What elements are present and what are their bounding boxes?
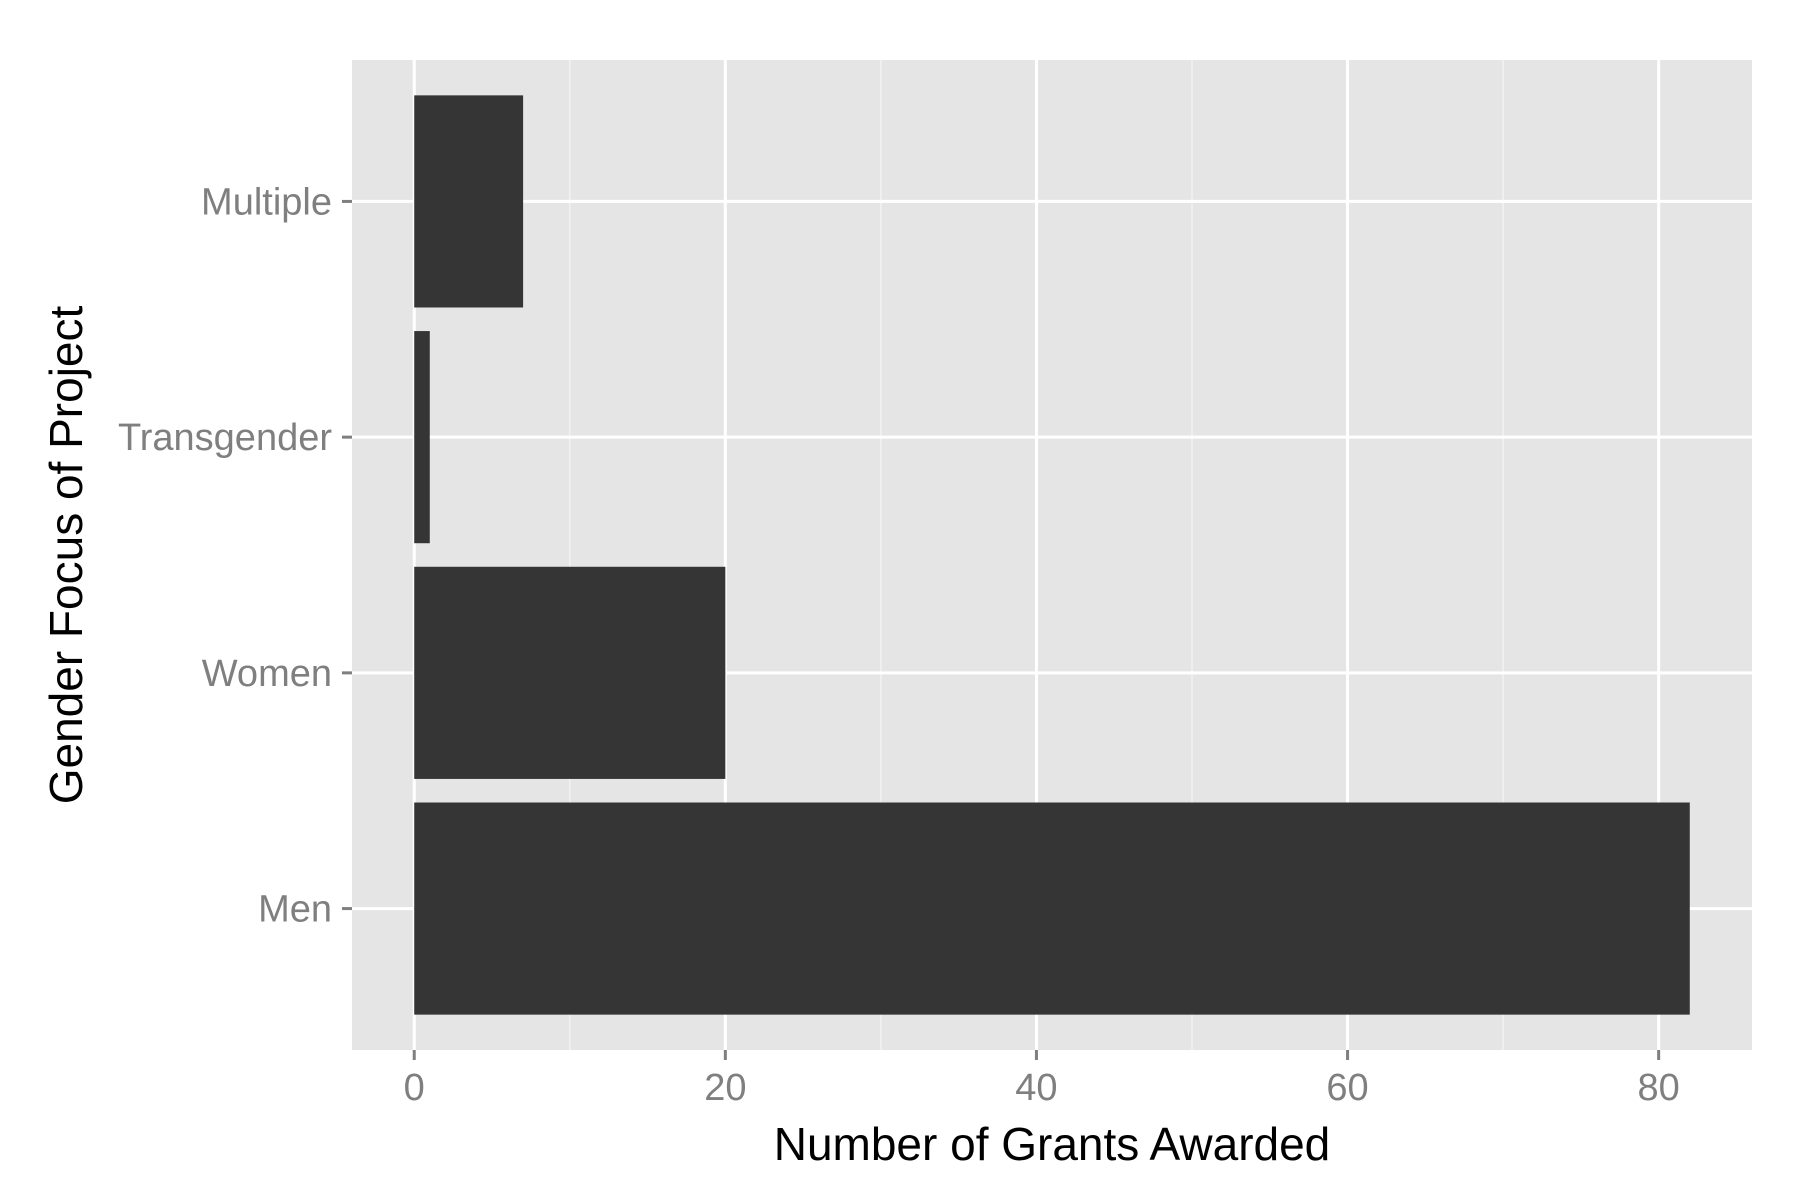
x-tick-label-60: 60 (1326, 1067, 1368, 1109)
bar-multiple (414, 95, 524, 308)
y-tick-label-women: Women (202, 653, 332, 695)
x-tick-label-20: 20 (704, 1067, 746, 1109)
y-tick-label-transgender: Transgender (118, 417, 332, 459)
y-axis-title: Gender Focus of Project (40, 306, 92, 805)
y-tick-label-multiple: Multiple (201, 181, 332, 223)
x-tick-label-0: 0 (404, 1067, 425, 1109)
bar-women (414, 566, 726, 779)
x-axis: 0 20 40 60 80 (404, 1050, 1680, 1109)
bars (414, 95, 1690, 1015)
y-tick-label-men: Men (258, 889, 332, 931)
y-axis: Men Women Transgender Multiple (118, 181, 352, 931)
bar-men (414, 802, 1690, 1015)
bar-transgender (414, 331, 430, 544)
x-tick-label-40: 40 (1015, 1067, 1057, 1109)
x-axis-title: Number of Grants Awarded (774, 1118, 1331, 1170)
x-tick-label-80: 80 (1638, 1067, 1680, 1109)
